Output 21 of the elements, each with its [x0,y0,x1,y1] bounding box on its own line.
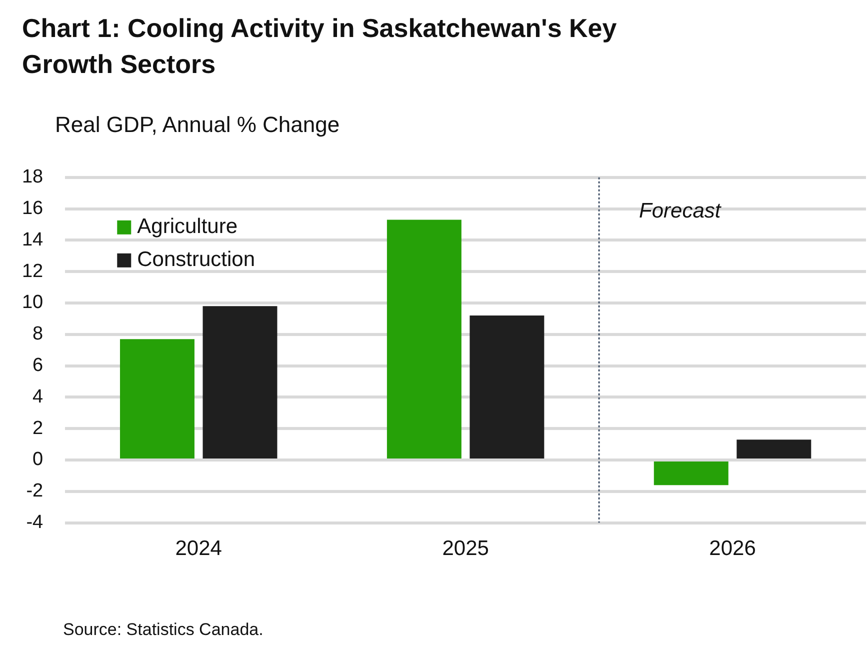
y-tick-label: 6 [32,355,44,376]
y-tick-label: 14 [22,229,44,250]
y-tick-label: 12 [22,260,44,282]
y-tick-label: 8 [32,324,44,345]
y-tick-label: 2 [32,418,44,439]
y-tick-label: -2 [26,480,44,502]
x-tick-label: 2024 [175,537,222,560]
ref-line-label: Forecast [639,200,722,223]
x-tick-label: 2025 [442,537,489,560]
legend-label: Agriculture [137,215,238,238]
y-tick-label: 0 [32,449,44,470]
chart-title: Chart 1: Cooling Activity in Saskatchewan's Key Growth Sectors [22,12,618,81]
y-tick-label: 4 [32,386,44,408]
y-tick-label: 18 [22,166,44,188]
source-note: Source: Statistics Canada. [63,620,264,640]
y-axis-title: Real GDP, Annual % Change [55,112,340,138]
y-tick-label: 10 [22,292,44,314]
y-tick-label: 16 [22,198,44,220]
legend-label: Construction [137,248,256,272]
x-tick-label: 2026 [709,537,756,560]
y-tick-label: -4 [26,512,44,534]
